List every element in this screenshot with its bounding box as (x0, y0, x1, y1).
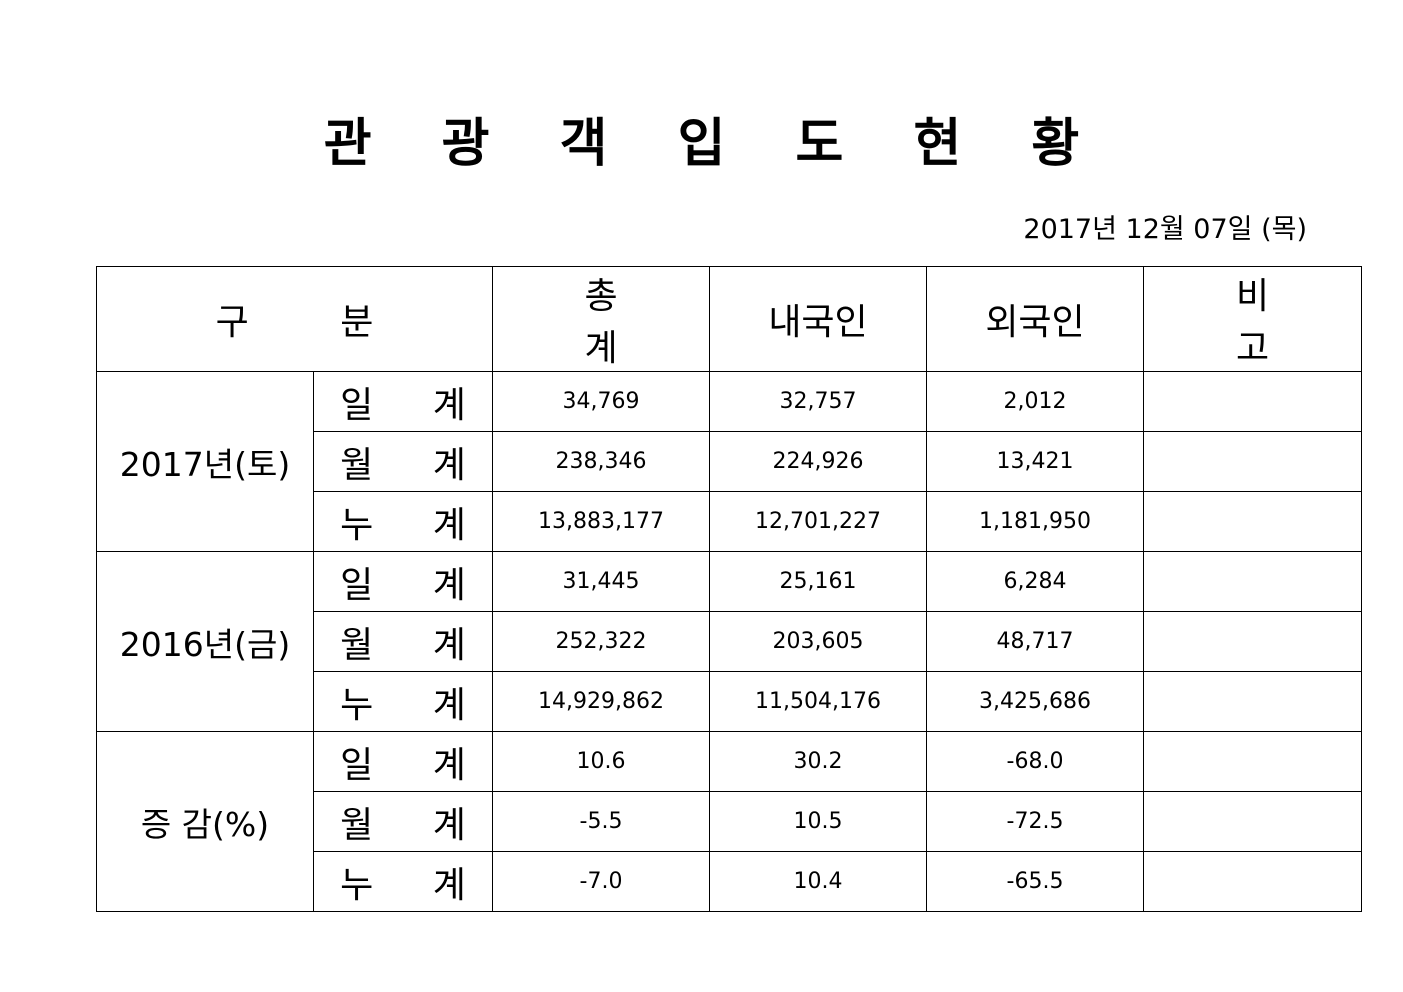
table-row: 누 계 13,883,177 12,701,227 1,181,950 (97, 491, 1362, 552)
cell-note (1143, 551, 1362, 612)
cell-total: -5.5 (492, 791, 710, 852)
header-category: 구 분 (96, 266, 493, 372)
cell-domestic: 25,161 (709, 551, 927, 612)
page-title: 관 광 객 입 도 현 황 (323, 114, 1106, 174)
cell-total: 14,929,862 (492, 671, 710, 732)
cell-note (1143, 491, 1362, 552)
cell-domestic: 203,605 (709, 611, 927, 672)
cell-foreign: 48,717 (926, 611, 1144, 672)
cell-note (1143, 671, 1362, 732)
header-note: 비 고 (1143, 266, 1362, 372)
cell-total: 13,883,177 (492, 491, 710, 552)
cell-note (1143, 851, 1362, 912)
header-domestic: 내국인 (709, 266, 927, 372)
cell-note (1143, 371, 1362, 432)
visitor-stats-table: 구 분 총 계 내국인 외국인 비 고 2017년(토) 일 계 34,769 … (96, 266, 1362, 912)
cell-total: 10.6 (492, 731, 710, 792)
table-row: 2016년(금) 일 계 31,445 25,161 6,284 (96, 551, 1362, 732)
table-row: 월 계 252,322 203,605 48,717 (97, 611, 1362, 672)
cell-foreign: -65.5 (926, 851, 1144, 912)
cell-foreign: 6,284 (926, 551, 1144, 612)
row-label-daily: 일 계 (313, 731, 493, 792)
cell-domestic: 12,701,227 (709, 491, 927, 552)
cell-note (1143, 791, 1362, 852)
table-row: 누 계 -7.0 10.4 -65.5 (97, 851, 1362, 912)
row-label-daily: 일 계 (313, 371, 493, 432)
cell-foreign: 3,425,686 (926, 671, 1144, 732)
row-label-monthly: 월 계 (313, 611, 493, 672)
cell-note (1143, 731, 1362, 792)
row-label-monthly: 월 계 (313, 431, 493, 492)
group-label-change: 증 감(%) (96, 731, 314, 912)
cell-total: 252,322 (492, 611, 710, 672)
header-total: 총 계 (492, 266, 710, 372)
cell-domestic: 32,757 (709, 371, 927, 432)
cell-domestic: 224,926 (709, 431, 927, 492)
table-header-row: 구 분 총 계 내국인 외국인 비 고 (96, 266, 1362, 372)
header-foreign: 외국인 (926, 266, 1144, 372)
table-row: 2017년(토) 일 계 34,769 32,757 2,012 (96, 371, 1362, 552)
row-label-cumulative: 누 계 (313, 851, 493, 912)
cell-domestic: 10.4 (709, 851, 927, 912)
cell-total: 34,769 (492, 371, 710, 432)
cell-foreign: 1,181,950 (926, 491, 1144, 552)
cell-foreign: 2,012 (926, 371, 1144, 432)
cell-total: 31,445 (492, 551, 710, 612)
table-row: 월 계 -5.5 10.5 -72.5 (97, 791, 1362, 852)
row-label-cumulative: 누 계 (313, 671, 493, 732)
cell-note (1143, 431, 1362, 492)
cell-domestic: 11,504,176 (709, 671, 927, 732)
cell-foreign: 13,421 (926, 431, 1144, 492)
row-label-cumulative: 누 계 (313, 491, 493, 552)
row-label-monthly: 월 계 (313, 791, 493, 852)
table-row: 증 감(%) 일 계 10.6 30.2 -68.0 (96, 731, 1362, 912)
cell-note (1143, 611, 1362, 672)
group-label-2017: 2017년(토) (96, 371, 314, 552)
cell-total: 238,346 (492, 431, 710, 492)
cell-domestic: 10.5 (709, 791, 927, 852)
cell-foreign: -72.5 (926, 791, 1144, 852)
row-label-daily: 일 계 (313, 551, 493, 612)
cell-foreign: -68.0 (926, 731, 1144, 792)
cell-domestic: 30.2 (709, 731, 927, 792)
table-row: 누 계 14,929,862 11,504,176 3,425,686 (97, 671, 1362, 732)
cell-total: -7.0 (492, 851, 710, 912)
group-label-2016: 2016년(금) (96, 551, 314, 732)
report-date: 2017년 12월 07일 (목) (1023, 214, 1307, 245)
